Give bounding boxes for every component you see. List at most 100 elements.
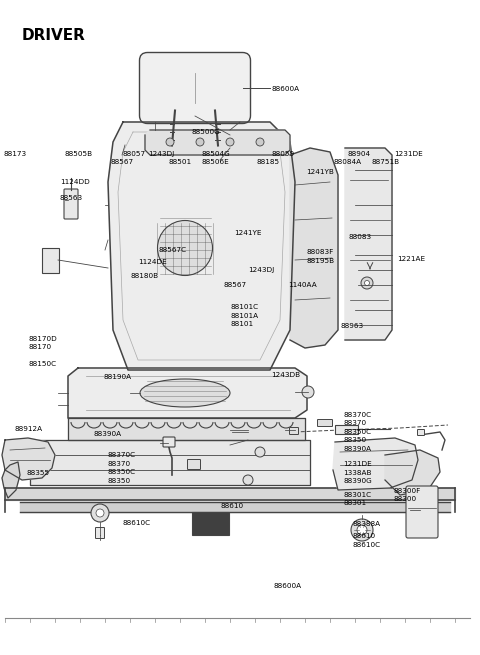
Text: 88504G: 88504G <box>202 151 230 157</box>
Text: DRIVER: DRIVER <box>22 28 86 43</box>
Circle shape <box>361 277 373 289</box>
Circle shape <box>196 138 204 146</box>
Text: 1243DJ: 1243DJ <box>249 267 275 273</box>
Circle shape <box>351 519 373 541</box>
Text: 88563: 88563 <box>60 195 83 201</box>
Circle shape <box>91 504 109 522</box>
FancyBboxPatch shape <box>289 428 299 434</box>
FancyBboxPatch shape <box>335 424 358 434</box>
Text: 1243DB: 1243DB <box>271 371 300 378</box>
Text: 1124DE: 1124DE <box>138 259 167 265</box>
Polygon shape <box>145 130 290 155</box>
Circle shape <box>243 475 253 485</box>
Text: 88600A: 88600A <box>272 86 300 92</box>
Text: 88370: 88370 <box>108 460 131 467</box>
Polygon shape <box>333 438 418 490</box>
Text: 88390A: 88390A <box>343 445 372 452</box>
Text: 88300F: 88300F <box>394 487 421 494</box>
Text: 88390A: 88390A <box>94 430 122 437</box>
Ellipse shape <box>140 379 230 407</box>
Text: 88195B: 88195B <box>306 257 335 264</box>
Text: 1338AB: 1338AB <box>343 470 372 476</box>
Text: 1124DD: 1124DD <box>60 179 90 185</box>
Polygon shape <box>30 440 310 485</box>
Text: 88173: 88173 <box>4 151 27 157</box>
Text: 88505B: 88505B <box>65 151 93 157</box>
FancyBboxPatch shape <box>418 430 424 436</box>
Text: 88567C: 88567C <box>158 247 187 253</box>
Text: 88170D: 88170D <box>29 335 58 342</box>
Text: 88500G: 88500G <box>192 129 221 136</box>
Text: 88567: 88567 <box>110 159 133 166</box>
FancyBboxPatch shape <box>188 460 201 470</box>
Text: 88370: 88370 <box>343 420 366 426</box>
Circle shape <box>96 509 104 517</box>
Text: 88567: 88567 <box>223 282 246 288</box>
Text: 88904: 88904 <box>348 151 371 157</box>
FancyBboxPatch shape <box>192 512 228 534</box>
Circle shape <box>226 138 234 146</box>
Text: 88506E: 88506E <box>202 159 229 166</box>
FancyBboxPatch shape <box>406 486 438 538</box>
Text: 88059: 88059 <box>271 151 294 157</box>
Text: 88600A: 88600A <box>274 583 302 590</box>
Text: 88501: 88501 <box>169 159 192 166</box>
Text: 88963: 88963 <box>341 322 364 329</box>
Text: 88350: 88350 <box>343 437 366 443</box>
Text: 88190A: 88190A <box>103 373 132 380</box>
Polygon shape <box>2 438 55 480</box>
Circle shape <box>256 138 264 146</box>
Text: 1241YB: 1241YB <box>306 168 334 175</box>
Text: 88101: 88101 <box>230 321 253 328</box>
Polygon shape <box>2 462 20 498</box>
Text: 88751B: 88751B <box>372 159 400 166</box>
Text: 88101C: 88101C <box>230 304 259 310</box>
Circle shape <box>364 280 370 286</box>
Text: 88101A: 88101A <box>230 312 259 319</box>
Ellipse shape <box>157 221 213 276</box>
Text: 88390G: 88390G <box>343 478 372 485</box>
Polygon shape <box>385 450 440 495</box>
Text: 88350: 88350 <box>108 477 131 484</box>
Polygon shape <box>290 148 338 348</box>
Text: 88083F: 88083F <box>306 249 334 255</box>
Text: 88350C: 88350C <box>108 469 136 476</box>
Text: 88610: 88610 <box>221 502 244 509</box>
Text: 88355: 88355 <box>26 470 49 476</box>
Polygon shape <box>68 368 307 418</box>
Text: 88301C: 88301C <box>343 491 372 498</box>
Text: 1231DE: 1231DE <box>343 461 372 468</box>
Text: 88350C: 88350C <box>343 428 372 435</box>
FancyBboxPatch shape <box>64 189 78 219</box>
Text: 88301: 88301 <box>343 500 366 506</box>
Text: 88370C: 88370C <box>108 452 136 458</box>
Text: 88300: 88300 <box>394 496 417 502</box>
Text: 88370C: 88370C <box>343 411 372 418</box>
Text: 1243DJ: 1243DJ <box>148 151 174 157</box>
Text: 88057: 88057 <box>122 151 145 157</box>
Text: 1221AE: 1221AE <box>397 255 426 262</box>
Text: 88610: 88610 <box>353 533 376 539</box>
Text: 88610C: 88610C <box>122 519 151 526</box>
Polygon shape <box>345 148 392 340</box>
FancyBboxPatch shape <box>317 419 333 426</box>
Text: 1231DE: 1231DE <box>395 151 423 157</box>
FancyBboxPatch shape <box>140 52 251 124</box>
Text: 88083: 88083 <box>348 234 372 240</box>
Polygon shape <box>5 488 455 500</box>
Polygon shape <box>20 502 450 512</box>
Circle shape <box>166 138 174 146</box>
Text: 88912A: 88912A <box>14 426 43 432</box>
Polygon shape <box>108 122 295 370</box>
Circle shape <box>302 386 314 398</box>
Text: 88180B: 88180B <box>131 273 159 280</box>
Circle shape <box>357 525 367 535</box>
FancyBboxPatch shape <box>41 248 59 272</box>
Text: 88185: 88185 <box>257 159 280 166</box>
Text: 88388A: 88388A <box>353 521 381 527</box>
FancyBboxPatch shape <box>163 437 175 447</box>
Text: 88150C: 88150C <box>29 360 57 367</box>
FancyBboxPatch shape <box>96 527 105 538</box>
Text: 1241YE: 1241YE <box>234 229 262 236</box>
Text: 88170: 88170 <box>29 344 52 350</box>
